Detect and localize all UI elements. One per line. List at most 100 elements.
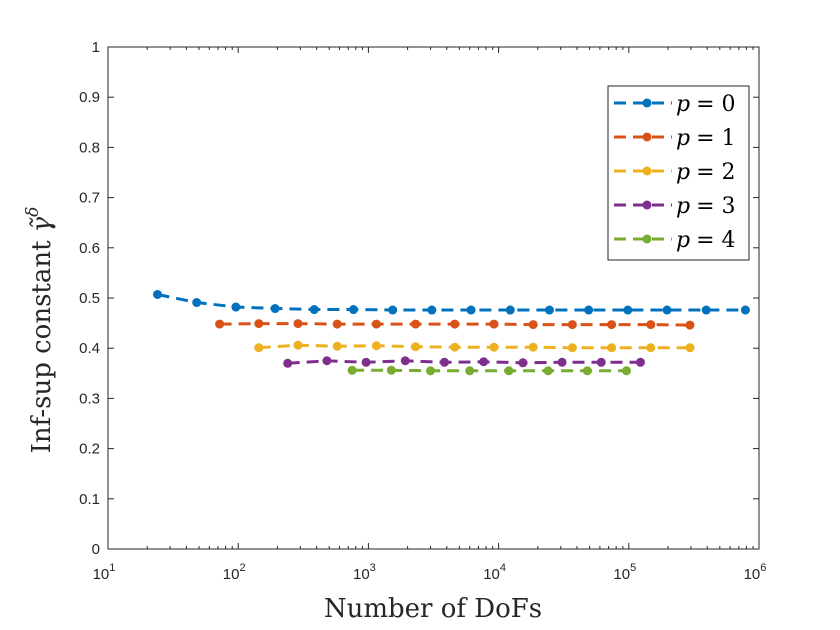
x-axis-ticks: 101 102 103 104 105 106 [93, 47, 767, 583]
data-point [439, 357, 449, 367]
data-point [489, 319, 499, 329]
legend-item: p = 2 [614, 160, 736, 185]
data-point [504, 366, 514, 376]
x-tick-label: 103 [353, 562, 376, 583]
data-point [231, 302, 241, 312]
data-point [623, 305, 633, 315]
y-axis-title: Inf-sup constant γ̃δ [23, 207, 57, 454]
data-point [528, 320, 538, 330]
y-tick-label: 0.3 [79, 390, 100, 407]
legend-marker [642, 166, 652, 176]
x-tick-label: 106 [744, 562, 767, 583]
data-point [479, 357, 489, 367]
data-point [309, 305, 319, 315]
y-tick-label: 0 [92, 541, 100, 558]
legend: p = 0 p = 1 p = 2 p = 3 p = 4 [607, 85, 750, 261]
x-tick-label: 101 [93, 562, 116, 583]
data-point [371, 341, 381, 351]
data-point [557, 357, 567, 367]
data-point [528, 342, 538, 352]
data-point [153, 289, 163, 299]
series-layer [153, 289, 750, 376]
legend-label: p = 0 [676, 92, 736, 117]
data-point [607, 343, 617, 353]
data-point [293, 340, 303, 350]
data-point [215, 319, 225, 329]
legend-marker [642, 98, 652, 108]
legend-item: p = 1 [614, 126, 736, 151]
legend-marker [642, 234, 652, 244]
data-point [543, 366, 553, 376]
data-point [283, 358, 293, 368]
y-tick-label: 0.2 [79, 441, 100, 458]
y-axis-title-text: Inf-sup constant [27, 240, 57, 453]
data-point [332, 341, 342, 351]
data-point [270, 304, 280, 314]
x-tick-label: 104 [483, 562, 506, 583]
y-tick-label: 1 [92, 39, 100, 56]
data-point [701, 305, 711, 315]
data-point [411, 342, 421, 352]
data-point [518, 358, 528, 368]
legend-marker [642, 132, 652, 142]
y-axis-title-symbol: γ̃ [27, 216, 57, 232]
series-line [258, 343, 690, 350]
data-point [254, 319, 264, 329]
data-point [466, 305, 476, 315]
legend-item: p = 4 [614, 228, 736, 253]
data-point [192, 298, 202, 308]
data-point [347, 365, 357, 375]
data-point [371, 319, 381, 329]
data-point [426, 366, 436, 376]
data-point [322, 356, 332, 366]
data-point [607, 320, 617, 330]
x-tick-label: 102 [223, 562, 246, 583]
data-point [386, 365, 396, 375]
y-tick-label: 0.6 [79, 240, 100, 257]
series-3 [283, 356, 645, 368]
data-point [596, 357, 606, 367]
data-point [740, 305, 750, 315]
y-axis-ticks: 0 0.1 0.2 0.3 0.4 0.5 0.6 0.7 0.8 0.9 1 [79, 39, 759, 558]
data-point [489, 342, 499, 352]
legend-item: p = 3 [614, 194, 736, 219]
data-point [662, 305, 672, 315]
data-point [505, 305, 515, 315]
data-point [544, 305, 554, 315]
data-point [465, 366, 475, 376]
data-point [685, 343, 695, 353]
data-point [427, 305, 437, 315]
y-tick-label: 0.4 [79, 340, 100, 357]
data-point [411, 319, 421, 329]
series-4 [347, 365, 631, 376]
series-1 [215, 319, 695, 330]
y-tick-label: 0.7 [79, 190, 100, 207]
legend-marker [642, 200, 652, 210]
y-tick-label: 0.8 [79, 139, 100, 156]
data-point [567, 343, 577, 353]
data-point [293, 319, 303, 329]
series-2 [254, 340, 695, 353]
data-point [388, 305, 398, 315]
data-point [582, 366, 592, 376]
data-point [450, 342, 460, 352]
legend-label: p = 4 [676, 228, 736, 253]
legend-box [607, 85, 750, 261]
series-line [287, 359, 641, 365]
series-0 [153, 289, 750, 315]
legend-label: p = 3 [676, 194, 736, 219]
data-point [621, 366, 631, 376]
legend-label: p = 1 [676, 126, 736, 151]
data-point [348, 305, 358, 315]
y-tick-label: 0.9 [79, 89, 100, 106]
data-point [646, 343, 656, 353]
y-tick-label: 0.5 [79, 290, 100, 307]
y-tick-label: 0.1 [79, 491, 100, 508]
data-point [635, 357, 645, 367]
data-point [567, 320, 577, 330]
data-point [646, 320, 656, 330]
data-point [584, 305, 594, 315]
x-tick-label: 105 [613, 562, 636, 583]
data-point [450, 319, 460, 329]
